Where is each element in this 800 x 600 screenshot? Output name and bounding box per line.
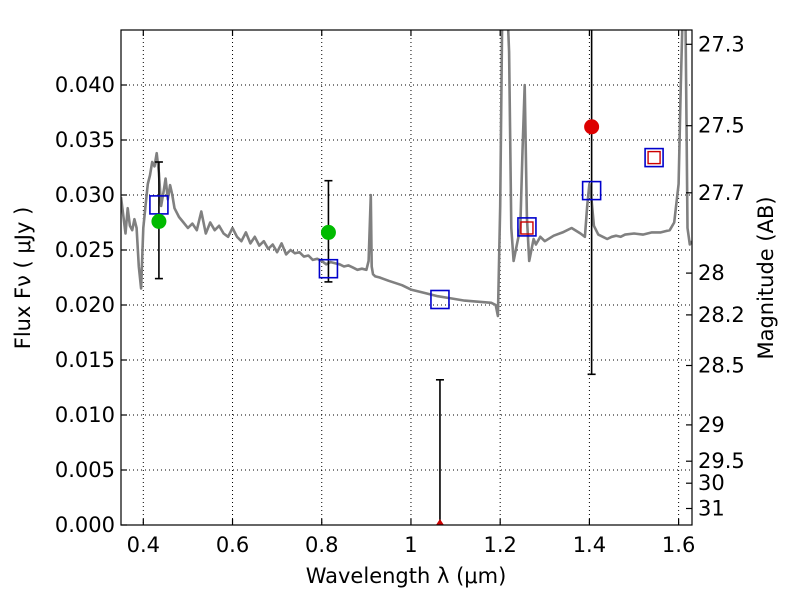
observed-point	[584, 119, 600, 135]
x-tick-label: 1.4	[573, 533, 606, 557]
mag-tick-label: 27.5	[698, 114, 745, 138]
model-flux-square	[517, 217, 537, 237]
mag-tick-label: 29.5	[698, 449, 745, 473]
mag-tick-label: 27.3	[698, 32, 745, 56]
y-axis-label: Flux Fν ( μJy )	[11, 207, 35, 350]
x-tick-label: 0.4	[127, 533, 160, 557]
x-tick-label: 0.6	[216, 533, 249, 557]
model-flux-square	[581, 180, 602, 201]
mag-tick-label: 27.7	[698, 181, 745, 205]
marker-layer	[149, 119, 664, 525]
y-tick-label: 0.035	[55, 128, 115, 152]
x-tick-label: 0.8	[305, 533, 338, 557]
mag-tick-label: 28.5	[698, 354, 745, 378]
tick-layer	[121, 30, 692, 526]
mag-tick-label: 29	[698, 413, 725, 437]
grid-layer	[121, 30, 692, 526]
sed-curve	[121, 30, 692, 318]
x-axis-label: Wavelength λ (μm)	[306, 564, 507, 588]
mag-tick-label: 30	[698, 471, 725, 495]
y-tick-label: 0.040	[55, 73, 115, 97]
y-tick-label: 0.030	[55, 183, 115, 207]
y-tick-label: 0.005	[55, 458, 115, 482]
tick-label-layer: 0.4 0.6 0.8 1 1.2 1.4 1.6 0.000 0.005 0.010 0.015 0…	[55, 32, 745, 557]
inner-flux-square	[520, 221, 534, 235]
mag-tick-label: 28.2	[698, 303, 745, 327]
error-bar-layer	[154, 30, 596, 525]
y-tick-label: 0.010	[55, 403, 115, 427]
plot-frame	[120, 29, 693, 526]
model-flux-square	[430, 289, 450, 310]
sed-curve-layer	[121, 30, 692, 318]
x-tick-label: 1	[404, 533, 417, 557]
observed-point	[151, 213, 167, 229]
y-tick-label: 0.020	[55, 293, 115, 317]
y-tick-label: 0.015	[55, 348, 115, 372]
observed-point	[320, 224, 336, 240]
inner-flux-square	[647, 150, 661, 165]
model-flux-square	[318, 258, 339, 279]
y-tick-label: 0.000	[55, 513, 115, 537]
model-flux-square	[644, 147, 664, 168]
y2-axis-label: Magnitude (AB)	[754, 196, 778, 359]
mag-tick-label: 28	[698, 261, 725, 285]
x-tick-label: 1.2	[483, 533, 516, 557]
x-tick-label: 1.6	[662, 533, 695, 557]
y-tick-label: 0.025	[55, 238, 115, 262]
mag-tick-label: 31	[698, 497, 725, 521]
upper-limit-marker	[435, 519, 444, 525]
